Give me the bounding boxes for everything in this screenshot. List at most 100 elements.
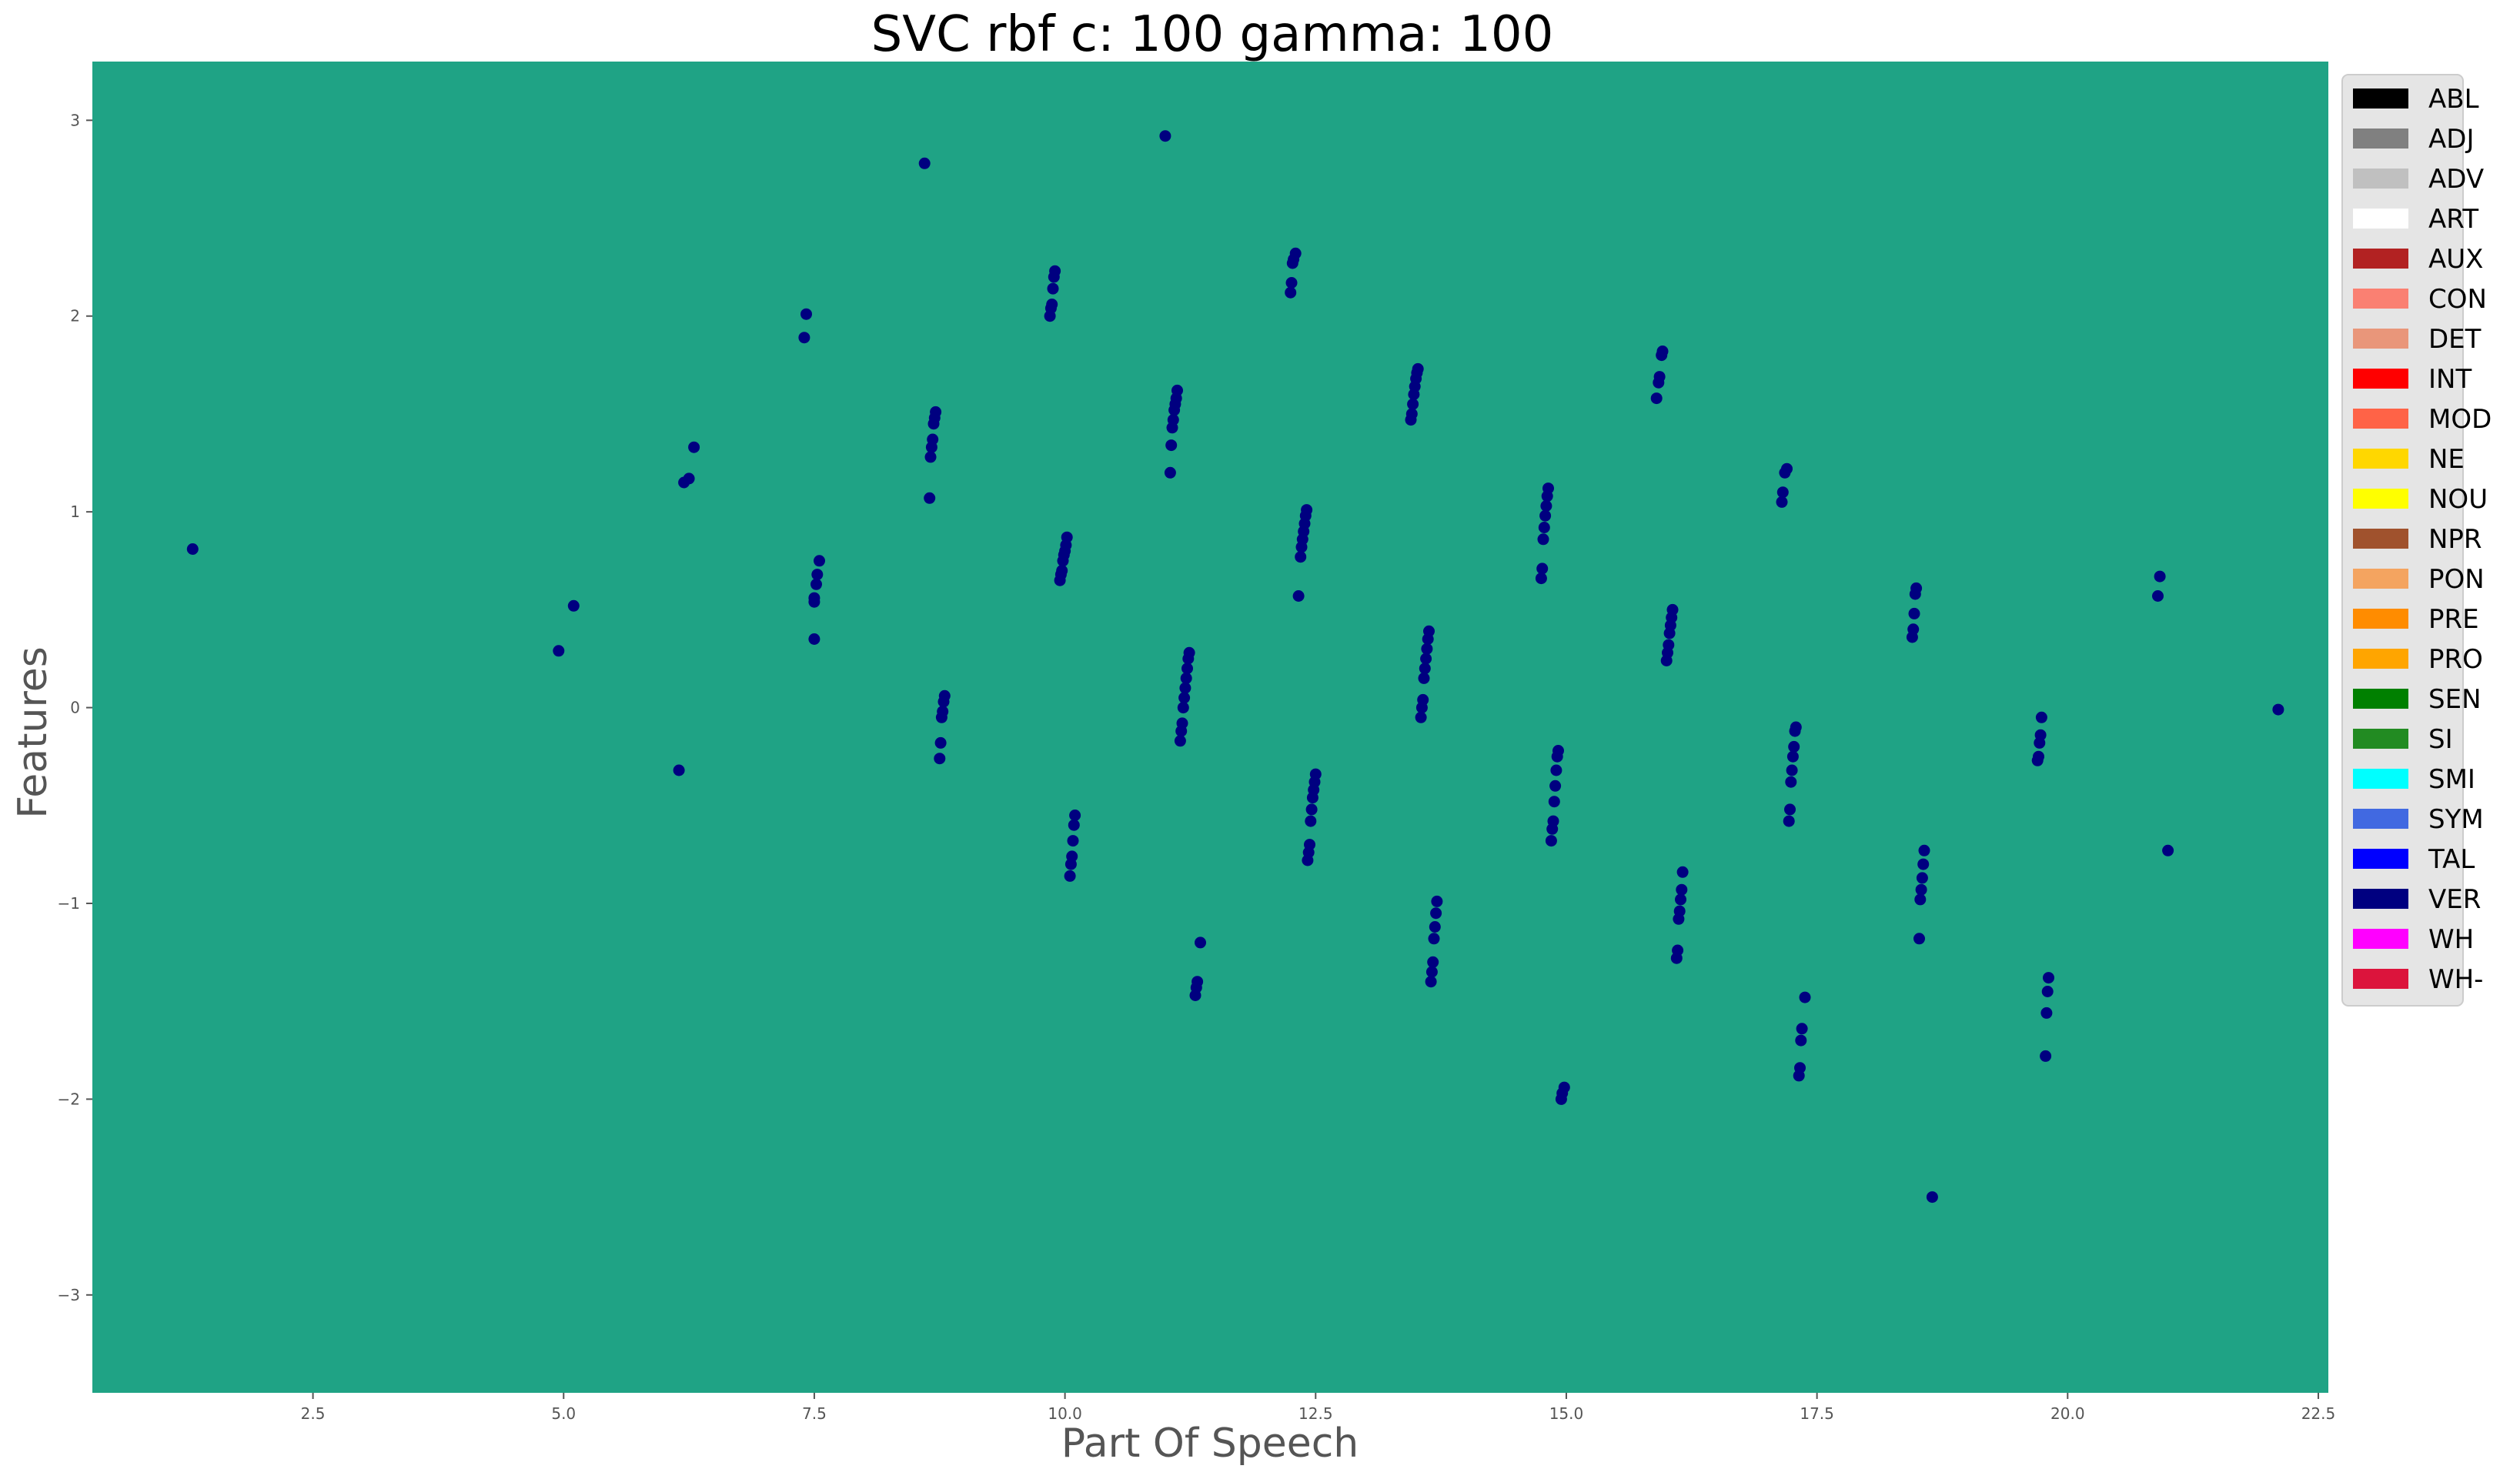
data-point (1407, 398, 1419, 410)
data-point (937, 706, 949, 718)
x-tick-label: 17.5 (1800, 1404, 1834, 1423)
data-point (1046, 299, 1058, 310)
data-point (1412, 362, 1424, 375)
data-point (1171, 384, 1183, 396)
legend-label: WH- (2428, 964, 2483, 995)
data-point (1049, 265, 1061, 277)
data-point (2152, 590, 2164, 602)
y-tick-label: 1 (70, 502, 80, 521)
data-point (2272, 703, 2284, 716)
data-point (1178, 692, 1191, 704)
data-point (2035, 711, 2047, 723)
y-tick-label: −1 (58, 894, 80, 913)
data-point (1425, 976, 1437, 988)
data-point (918, 157, 931, 169)
data-point (2034, 729, 2047, 741)
data-point (1799, 991, 1811, 1003)
data-point (2033, 750, 2044, 763)
legend-swatch (2353, 169, 2408, 189)
legend-label: VER (2428, 884, 2481, 915)
data-point (1650, 392, 1663, 405)
data-point (1653, 371, 1666, 383)
data-point (1552, 745, 1564, 756)
x-tick-label: 2.5 (301, 1404, 326, 1423)
data-point (1910, 582, 1923, 594)
data-point (1415, 711, 1427, 723)
x-axis-label: Part Of Speech (1061, 1421, 1359, 1467)
data-point (1926, 1191, 1938, 1204)
data-point (1548, 796, 1560, 808)
data-point (1301, 504, 1313, 516)
data-point (1067, 835, 1079, 847)
data-point (808, 592, 821, 604)
data-point (1425, 966, 1438, 978)
data-point (1790, 721, 1802, 733)
y-tick-label: 0 (70, 699, 80, 717)
data-point (567, 599, 580, 612)
legend-items: ABL ADJ ADV ART AUX CON DET INT MOD NE NOU NPR PON PR… (2353, 84, 2492, 995)
data-point (1180, 672, 1192, 684)
data-point (1907, 623, 1920, 636)
data-point (1913, 933, 1925, 945)
data-point (1159, 130, 1171, 142)
legend-swatch (2353, 289, 2408, 309)
data-point (1783, 815, 1795, 827)
legend-label: NPR (2428, 524, 2482, 555)
legend-label: SEN (2428, 684, 2482, 715)
legend-swatch (2353, 889, 2408, 909)
legend-label: INT (2428, 364, 2472, 395)
decision-region (92, 62, 2328, 1393)
data-point (1305, 815, 1317, 827)
data-point (1545, 835, 1557, 847)
data-point (1786, 764, 1798, 776)
x-tick-label: 20.0 (2050, 1404, 2085, 1423)
legend-swatch (2353, 929, 2408, 949)
legend-swatch (2353, 369, 2408, 389)
data-point (1165, 439, 1178, 452)
x-tick-label: 7.5 (802, 1404, 827, 1423)
x-tick-label: 15.0 (1549, 1404, 1584, 1423)
x-tick-label: 10.0 (1048, 1404, 1082, 1423)
x-tick-label: 5.0 (551, 1404, 576, 1423)
data-point (808, 633, 821, 645)
data-point (1663, 639, 1675, 651)
data-point (798, 332, 810, 344)
data-point (924, 451, 937, 463)
data-point (1542, 482, 1554, 495)
data-point (1918, 844, 1930, 856)
data-point (1788, 740, 1800, 753)
data-point (1405, 408, 1418, 420)
data-point (1539, 509, 1552, 522)
data-point (1295, 551, 1307, 563)
data-point (1558, 1081, 1570, 1093)
data-point (1309, 768, 1322, 780)
data-point (814, 555, 825, 567)
scatter-points (186, 130, 2284, 1204)
data-point (1056, 565, 1068, 576)
data-point (1794, 1062, 1806, 1074)
data-point (1547, 815, 1559, 827)
legend-swatch (2353, 649, 2408, 669)
data-point (1776, 496, 1788, 508)
legend-label: PRE (2428, 604, 2479, 635)
data-point (1538, 522, 1550, 533)
data-point (2162, 844, 2174, 856)
data-point (1786, 750, 1799, 763)
legend-label: PRO (2428, 644, 2483, 675)
data-point (1549, 780, 1562, 792)
data-point (2154, 570, 2166, 583)
data-point (1421, 643, 1433, 655)
data-point (1191, 976, 1204, 988)
data-point (1917, 858, 1930, 870)
data-point (1420, 653, 1432, 665)
data-point (810, 578, 822, 590)
legend: ABL ADJ ADV ART AUX CON DET INT MOD NE NOU NPR PON PR… (2341, 74, 2492, 1007)
data-point (2040, 1050, 2052, 1062)
data-point (1908, 607, 1920, 619)
data-point (1195, 936, 1206, 949)
y-tick-label: −3 (58, 1286, 80, 1304)
data-point (924, 492, 936, 504)
legend-swatch (2353, 449, 2408, 469)
legend-label: NE (2428, 444, 2465, 475)
